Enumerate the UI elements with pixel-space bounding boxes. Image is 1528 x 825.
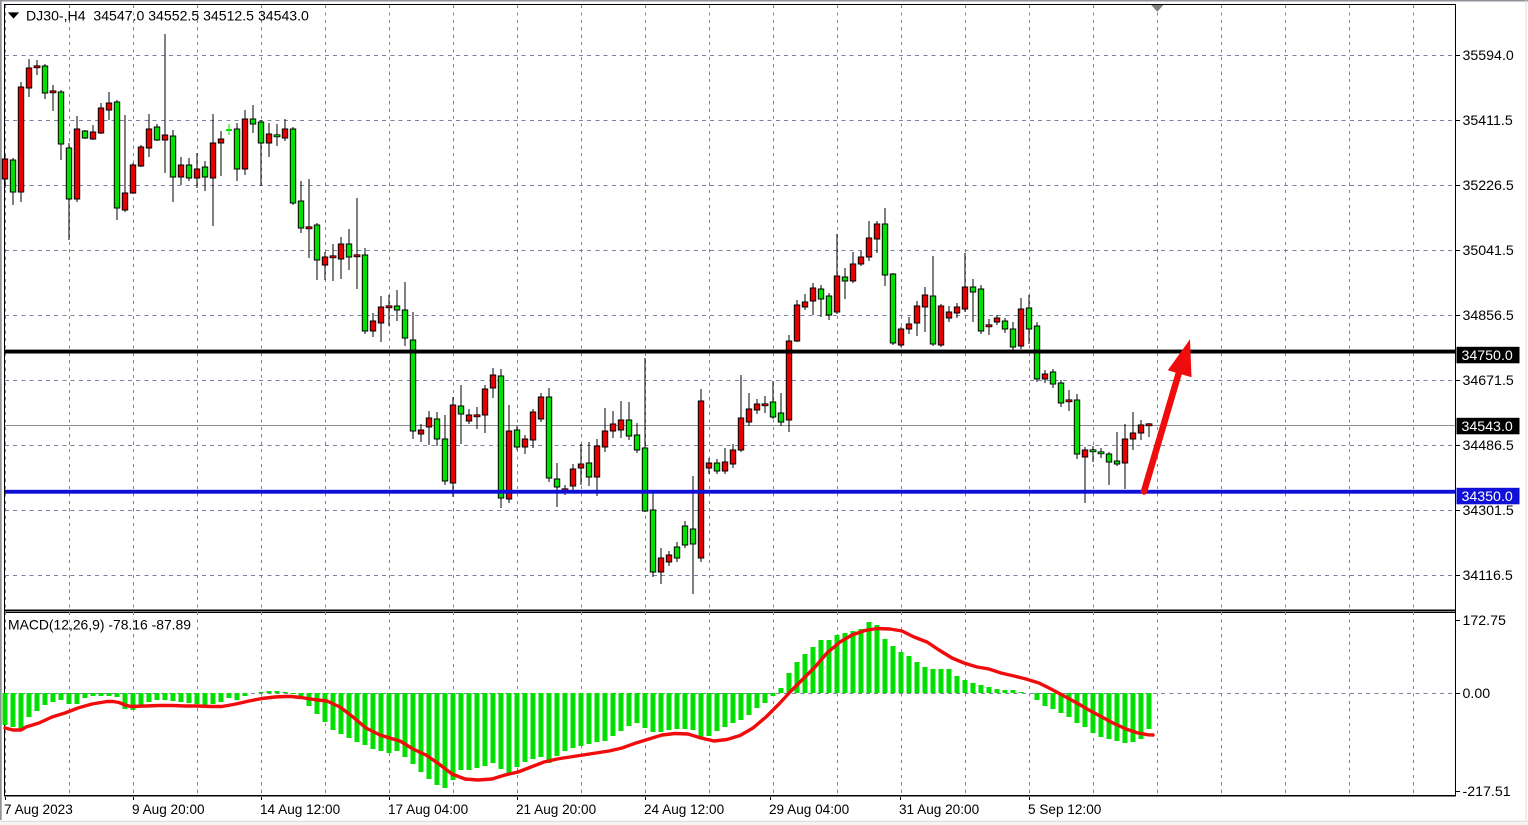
- svg-text:DJ30-,H4 34547.0 34552.5 3451: DJ30-,H4 34547.0 34552.5 34512.5 34543.0: [26, 8, 309, 24]
- svg-text:34543.0: 34543.0: [1462, 419, 1513, 435]
- svg-text:34116.5: 34116.5: [1463, 568, 1513, 584]
- svg-text:14 Aug 12:00: 14 Aug 12:00: [260, 802, 341, 817]
- svg-text:0.00: 0.00: [1463, 686, 1491, 702]
- svg-text:35411.5: 35411.5: [1463, 113, 1513, 129]
- svg-text:34856.5: 34856.5: [1463, 308, 1514, 324]
- svg-text:34486.5: 34486.5: [1463, 438, 1514, 454]
- svg-text:5 Sep 12:00: 5 Sep 12:00: [1028, 802, 1102, 817]
- svg-text:7 Aug 2023: 7 Aug 2023: [4, 802, 73, 817]
- svg-text:29 Aug 04:00: 29 Aug 04:00: [769, 802, 850, 817]
- svg-text:34350.0: 34350.0: [1462, 489, 1513, 505]
- svg-text:21 Aug 20:00: 21 Aug 20:00: [516, 802, 597, 817]
- svg-text:24 Aug 12:00: 24 Aug 12:00: [644, 802, 725, 817]
- svg-text:35226.5: 35226.5: [1463, 178, 1514, 194]
- svg-text:34301.5: 34301.5: [1463, 503, 1514, 519]
- svg-text:35041.5: 35041.5: [1463, 243, 1514, 259]
- svg-text:35594.0: 35594.0: [1463, 48, 1514, 64]
- svg-text:-217.51: -217.51: [1463, 784, 1511, 800]
- svg-text:34750.0: 34750.0: [1462, 348, 1513, 364]
- svg-text:172.75: 172.75: [1463, 613, 1507, 629]
- svg-text:17 Aug 04:00: 17 Aug 04:00: [388, 802, 469, 817]
- svg-text:34671.5: 34671.5: [1463, 373, 1514, 389]
- svg-text:MACD(12,26,9) -78.16 -87.89: MACD(12,26,9) -78.16 -87.89: [8, 617, 191, 633]
- svg-text:9 Aug 20:00: 9 Aug 20:00: [132, 802, 205, 817]
- svg-text:31 Aug 20:00: 31 Aug 20:00: [899, 802, 980, 817]
